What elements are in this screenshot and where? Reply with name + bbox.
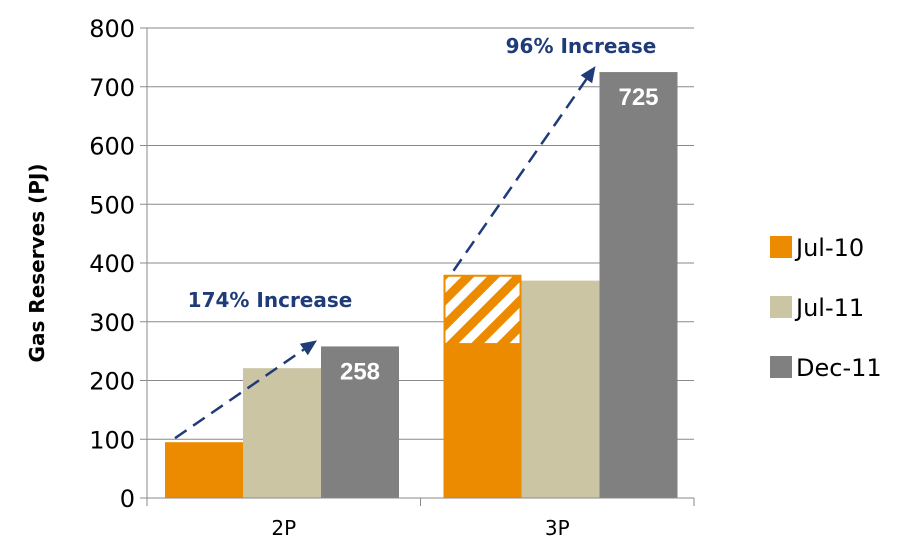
x-category-label-2p: 2P: [271, 516, 296, 540]
axes: 0 100 200 300 400 500 600 700 800 Gas Reserves (P…: [25, 15, 695, 540]
legend-swatch-jul-11: [770, 296, 792, 318]
legend: Jul-10 Jul-11 Dec-11: [770, 234, 882, 382]
data-label-3p-dec-11: 725: [618, 84, 658, 111]
gridlines: [147, 27, 694, 440]
legend-swatch-dec-11: [770, 356, 792, 378]
bar-2p-jul-10: [165, 442, 243, 498]
bar-3p-dec-11: [599, 72, 678, 498]
bar-3p-jul-10-hatched: [443, 274, 522, 346]
y-tick-label-600: 600: [89, 133, 135, 161]
bar-3p-jul-11: [521, 280, 600, 498]
legend-label-dec-11: Dec-11: [796, 354, 882, 382]
bar-2p-dec-11: [321, 346, 399, 498]
bar-3p-jul-10-solid: [443, 344, 522, 498]
data-label-2p-dec-11: 258: [340, 358, 380, 385]
y-tick-label-200: 200: [89, 368, 135, 396]
trend-arrow-head-0: [299, 340, 317, 356]
bars: [165, 72, 678, 498]
y-tick-label-700: 700: [89, 74, 135, 102]
x-category-label-3p: 3P: [545, 516, 570, 540]
trend-arrow-line-1: [452, 78, 588, 272]
annotation-label-1: 96% Increase: [506, 34, 657, 58]
y-axis-title: Gas Reserves (PJ): [25, 164, 49, 363]
y-tick-label-400: 400: [89, 250, 135, 278]
trend-arrow-line-0: [174, 348, 305, 440]
legend-swatch-jul-10: [770, 236, 792, 258]
y-tick-label-0: 0: [120, 485, 135, 513]
y-tick-label-500: 500: [89, 191, 135, 219]
annotations: 258 725 174% Increase 96% Increase: [174, 34, 659, 440]
bar-2p-jul-11: [243, 368, 321, 498]
y-tick-label-300: 300: [89, 309, 135, 337]
legend-label-jul-11: Jul-11: [794, 294, 864, 322]
trend-arrow-head-1: [580, 66, 596, 84]
legend-label-jul-10: Jul-10: [794, 234, 864, 262]
y-tick-label-800: 800: [89, 15, 135, 43]
annotation-label-0: 174% Increase: [188, 288, 353, 312]
y-tick-label-100: 100: [89, 426, 135, 454]
